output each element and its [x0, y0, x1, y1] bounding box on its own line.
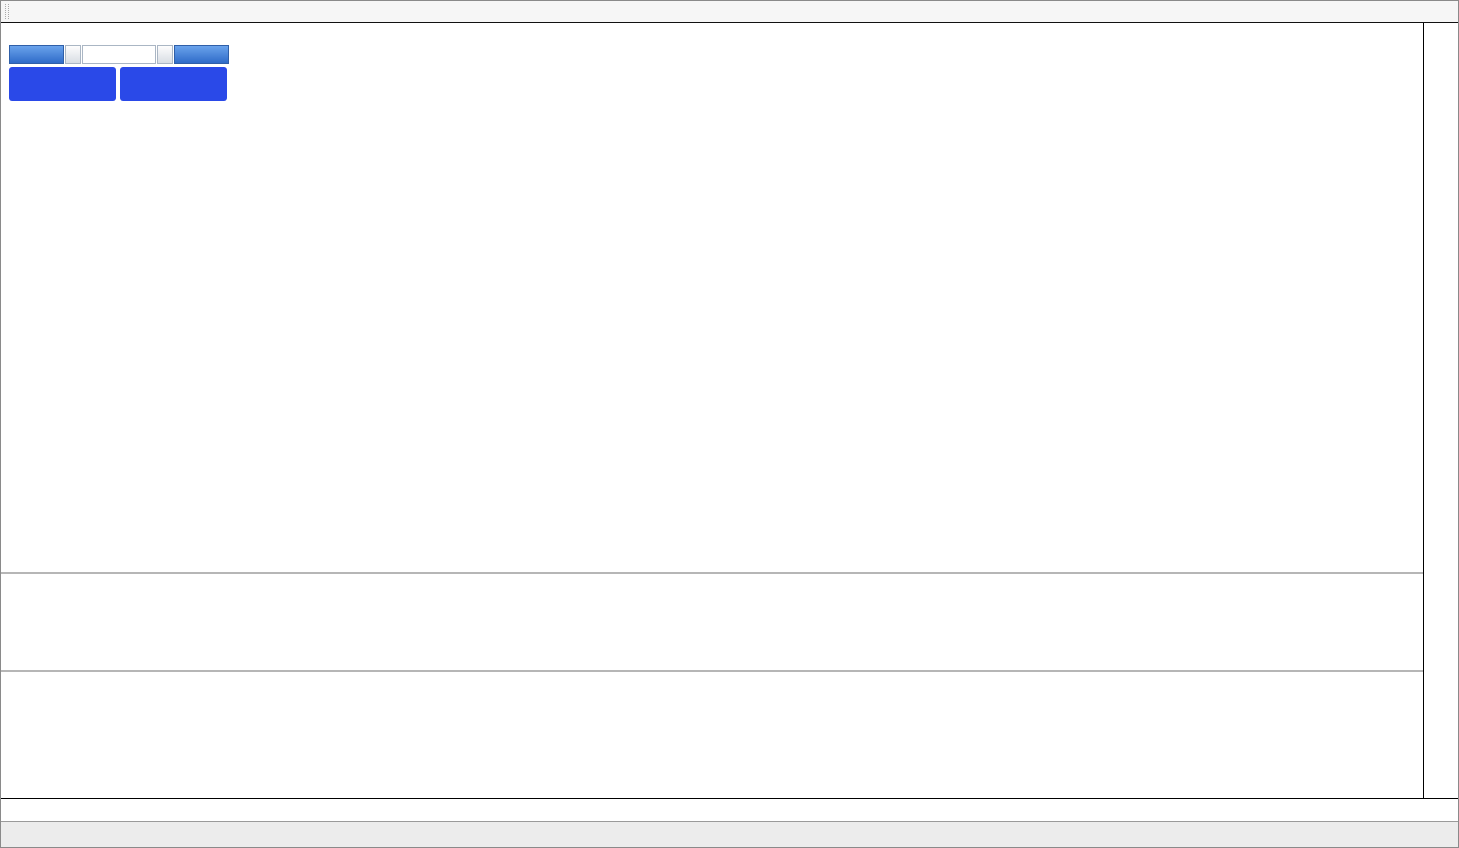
price-axis[interactable]: [1423, 23, 1458, 798]
panel-splitter[interactable]: [1, 670, 1458, 672]
rsi-chart[interactable]: [1, 672, 1423, 798]
toolbar-grip[interactable]: [5, 4, 9, 19]
panel-splitter[interactable]: [1, 572, 1458, 574]
buy-price-button[interactable]: [120, 67, 227, 101]
buy-button[interactable]: [174, 45, 229, 64]
volume-input[interactable]: [82, 45, 156, 64]
chart-tabs-bar: [1, 821, 1458, 847]
chart-frame-line: [1, 798, 1458, 799]
one-click-trading-panel: [9, 45, 231, 101]
sell-price-button[interactable]: [9, 67, 116, 101]
sell-button[interactable]: [9, 45, 64, 64]
chart-region: [1, 23, 1458, 821]
macd-chart[interactable]: [1, 574, 1423, 670]
volume-decrease-button[interactable]: [65, 45, 81, 64]
main-chart[interactable]: [1, 23, 1423, 572]
date-axis[interactable]: [1, 799, 1424, 821]
timeframe-toolbar: [1, 1, 1458, 23]
volume-increase-button[interactable]: [157, 45, 173, 64]
